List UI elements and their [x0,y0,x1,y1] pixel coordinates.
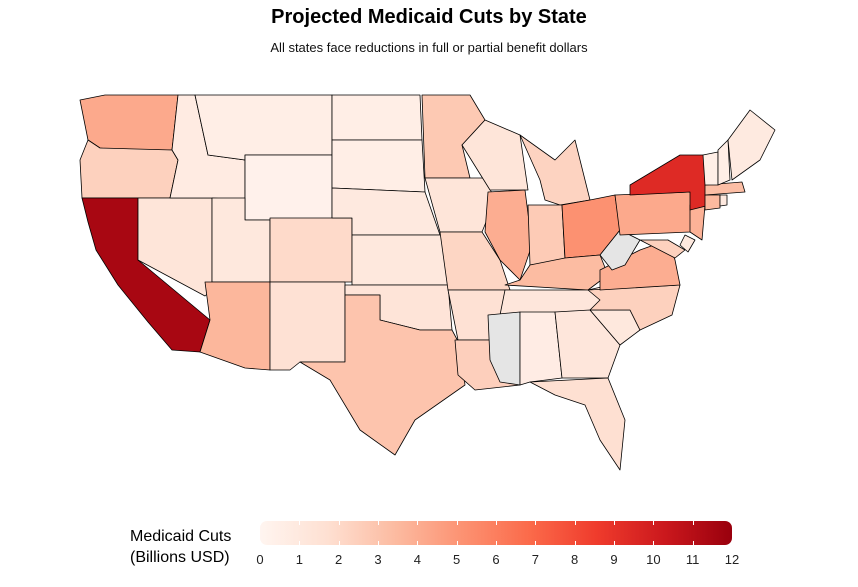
state-fl [529,377,626,471]
map-subtitle: All states face reductions in full or pa… [270,40,588,55]
state-wv [599,229,641,271]
legend-title-line-1: Medicaid Cuts [130,528,232,545]
state-md [639,239,686,259]
map-title: Projected Medicaid Cuts by State [271,6,587,28]
state-vt [702,151,719,186]
state-wa [79,94,179,151]
state-mt [194,94,333,161]
state-ny [629,154,711,211]
legend-title: Medicaid Cuts (Billions USD) [130,526,231,568]
legend-title-line-2: (Billions USD) [130,549,230,566]
state-wi [461,119,529,191]
state-ct [704,194,721,211]
state-nj [689,204,706,241]
state-nm [269,281,346,371]
legend-color-bar [260,521,732,545]
state-nd [331,94,423,141]
state-sd [331,139,426,193]
state-nh [717,139,731,186]
state-va [599,239,681,291]
state-me [727,109,776,181]
state-ks [351,234,449,286]
state-de [679,234,696,253]
state-mi [519,134,591,206]
state-ga [554,309,621,379]
state-ri [719,194,728,207]
state-al [519,311,563,386]
state-az [199,281,271,371]
state-ms [487,311,521,386]
state-tx [299,294,466,456]
state-wy [244,154,333,221]
state-co [269,217,353,283]
state-in [527,204,566,266]
state-pa [614,191,699,236]
state-nc [587,284,681,331]
state-mo [439,231,511,291]
state-ky [504,254,609,291]
